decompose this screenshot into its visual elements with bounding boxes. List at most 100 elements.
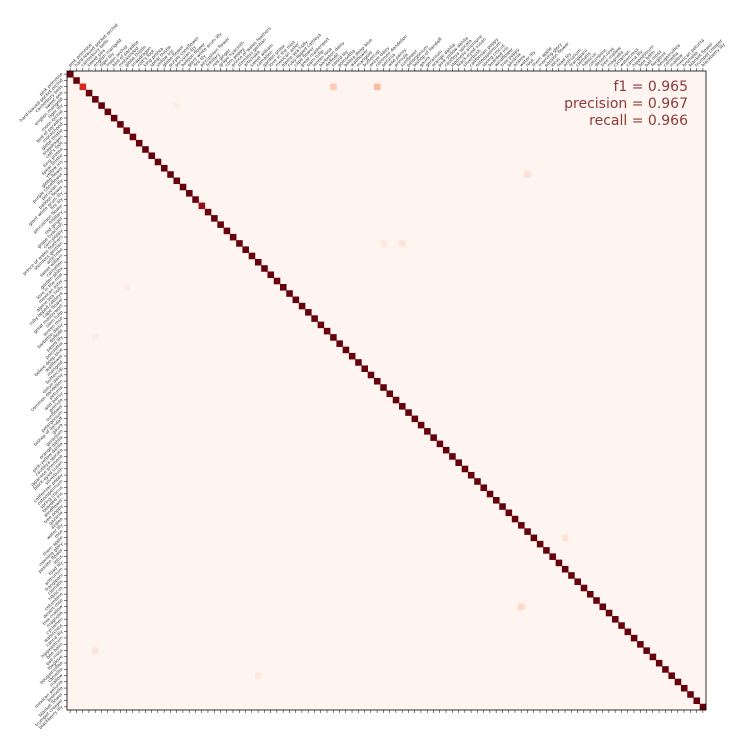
heatmap-cell-off-diagonal bbox=[373, 83, 381, 91]
heatmap-cell-diagonal bbox=[505, 509, 513, 517]
heatmap-cell-diagonal bbox=[405, 409, 412, 416]
heatmap-cell-diagonal bbox=[643, 647, 650, 654]
heatmap-cell-diagonal bbox=[355, 359, 362, 366]
heatmap-cell-diagonal bbox=[79, 83, 87, 91]
heatmap-cell-diagonal bbox=[110, 114, 118, 122]
heatmap-cell-diagonal bbox=[574, 578, 581, 585]
heatmap-cell-diagonal bbox=[612, 616, 619, 623]
heatmap-cell-off-diagonal bbox=[399, 240, 406, 247]
heatmap-cell-diagonal bbox=[674, 678, 682, 686]
heatmap-cell-off-diagonal bbox=[123, 284, 130, 291]
heatmap-cell-off-diagonal bbox=[173, 102, 181, 109]
heatmap-cell-diagonal bbox=[248, 252, 256, 260]
heatmap-cell-diagonal bbox=[135, 139, 143, 147]
precision-metric: precision = 0.967 bbox=[564, 96, 688, 112]
heatmap-cell-diagonal bbox=[305, 309, 312, 316]
heatmap-cell-diagonal bbox=[173, 177, 181, 185]
heatmap-cell-diagonal bbox=[242, 246, 249, 253]
heatmap-cell-diagonal bbox=[273, 277, 281, 285]
recall-metric: recall = 0.966 bbox=[589, 113, 688, 129]
heatmap-cell-diagonal bbox=[586, 590, 594, 598]
heatmap-cell-diagonal bbox=[543, 547, 550, 554]
heatmap-cell-diagonal bbox=[148, 152, 155, 159]
heatmap-cell-diagonal bbox=[336, 340, 343, 347]
heatmap-cell-diagonal bbox=[680, 684, 688, 692]
heatmap-cell-diagonal bbox=[217, 221, 224, 228]
heatmap-cell-diagonal bbox=[292, 296, 300, 304]
heatmap-cell-diagonal bbox=[699, 703, 707, 711]
heatmap-cell-diagonal bbox=[229, 233, 237, 241]
heatmap-cell-diagonal bbox=[361, 365, 368, 372]
heatmap-cell-diagonal bbox=[129, 133, 137, 141]
heatmap-cell-diagonal bbox=[192, 196, 199, 203]
heatmap-cell-off-diagonal bbox=[518, 603, 525, 611]
heatmap-cell-diagonal bbox=[637, 641, 644, 648]
heatmap-cell-diagonal bbox=[430, 434, 437, 441]
heatmap-cell-diagonal bbox=[236, 240, 243, 247]
heatmap-cell-diagonal bbox=[154, 158, 162, 166]
heatmap-cell-diagonal bbox=[223, 227, 231, 235]
x-tick-label: rose bbox=[525, 57, 536, 68]
heatmap-cell-diagonal bbox=[461, 465, 469, 473]
heatmap-cell-diagonal bbox=[367, 371, 375, 379]
heatmap-cell-diagonal bbox=[593, 597, 600, 604]
heatmap-cell-off-diagonal bbox=[330, 83, 337, 91]
y-tick-label: rose bbox=[53, 528, 64, 539]
heatmap-cell-off-diagonal bbox=[524, 171, 531, 178]
heatmap-cell-diagonal bbox=[486, 490, 494, 498]
heatmap-cell-diagonal bbox=[160, 164, 168, 172]
heatmap-cell-diagonal bbox=[211, 215, 218, 222]
heatmap-cell-diagonal bbox=[104, 108, 112, 116]
heatmap-cell-diagonal bbox=[568, 572, 575, 579]
heatmap-cell-diagonal bbox=[662, 666, 669, 673]
heatmap-cell-diagonal bbox=[668, 672, 675, 679]
heatmap-cell-diagonal bbox=[386, 390, 394, 398]
heatmap-cell-off-diagonal bbox=[92, 334, 99, 341]
heatmap-cell-diagonal bbox=[693, 697, 701, 705]
heatmap-cell-diagonal bbox=[267, 271, 275, 279]
heatmap-cell-off-diagonal bbox=[561, 534, 569, 542]
heatmap-cell-diagonal bbox=[286, 290, 293, 297]
f1-metric: f1 = 0.965 bbox=[613, 79, 688, 95]
heatmap-cell-diagonal bbox=[455, 459, 462, 466]
heatmap-cell-diagonal bbox=[67, 71, 74, 78]
heatmap-cell-diagonal bbox=[261, 265, 268, 272]
heatmap-cell-diagonal bbox=[117, 121, 124, 128]
heatmap-cell-diagonal bbox=[142, 146, 149, 153]
heatmap-cell-diagonal bbox=[493, 497, 500, 504]
heatmap-cell-diagonal bbox=[599, 603, 607, 611]
heatmap-cell-diagonal bbox=[179, 183, 187, 191]
heatmap-cell-diagonal bbox=[436, 440, 444, 448]
heatmap-cell-diagonal bbox=[499, 503, 506, 510]
heatmap-cell-diagonal bbox=[399, 403, 406, 410]
heatmap-cell-diagonal bbox=[411, 415, 419, 423]
heatmap-cell-diagonal bbox=[373, 377, 381, 385]
heatmap-cell-diagonal bbox=[474, 478, 481, 485]
heatmap-cell-diagonal bbox=[85, 89, 93, 97]
heatmap-cell-diagonal bbox=[254, 258, 262, 266]
plot-frame bbox=[66, 70, 707, 711]
heatmap-cell-diagonal bbox=[511, 515, 519, 523]
heatmap-cell-off-diagonal bbox=[380, 240, 387, 247]
heatmap-cell-diagonal bbox=[186, 190, 193, 197]
heatmap-cell-diagonal bbox=[417, 421, 425, 429]
heatmap-cell-diagonal bbox=[655, 659, 663, 667]
heatmap-cell-diagonal bbox=[467, 471, 475, 479]
heatmap-cell-diagonal bbox=[330, 334, 337, 341]
heatmap-cell-diagonal bbox=[392, 396, 400, 404]
heatmap-cell-diagonal bbox=[449, 453, 456, 460]
heatmap-cell-diagonal bbox=[204, 208, 212, 216]
heatmap-cell-diagonal bbox=[480, 484, 488, 492]
heatmap-cell-diagonal bbox=[123, 127, 130, 134]
heatmap-cell-diagonal bbox=[323, 327, 331, 335]
heatmap-cell-diagonal bbox=[524, 528, 531, 535]
heatmap-cell-diagonal bbox=[298, 302, 306, 310]
heatmap-cell-diagonal bbox=[98, 102, 105, 109]
heatmap-cell-diagonal bbox=[624, 628, 632, 636]
heatmap-cell-diagonal bbox=[348, 352, 356, 360]
heatmap-cell-off-diagonal bbox=[254, 672, 262, 679]
heatmap-cell-diagonal bbox=[73, 77, 80, 84]
heatmap-cell-diagonal bbox=[311, 315, 318, 322]
heatmap-cell-diagonal bbox=[536, 540, 544, 548]
